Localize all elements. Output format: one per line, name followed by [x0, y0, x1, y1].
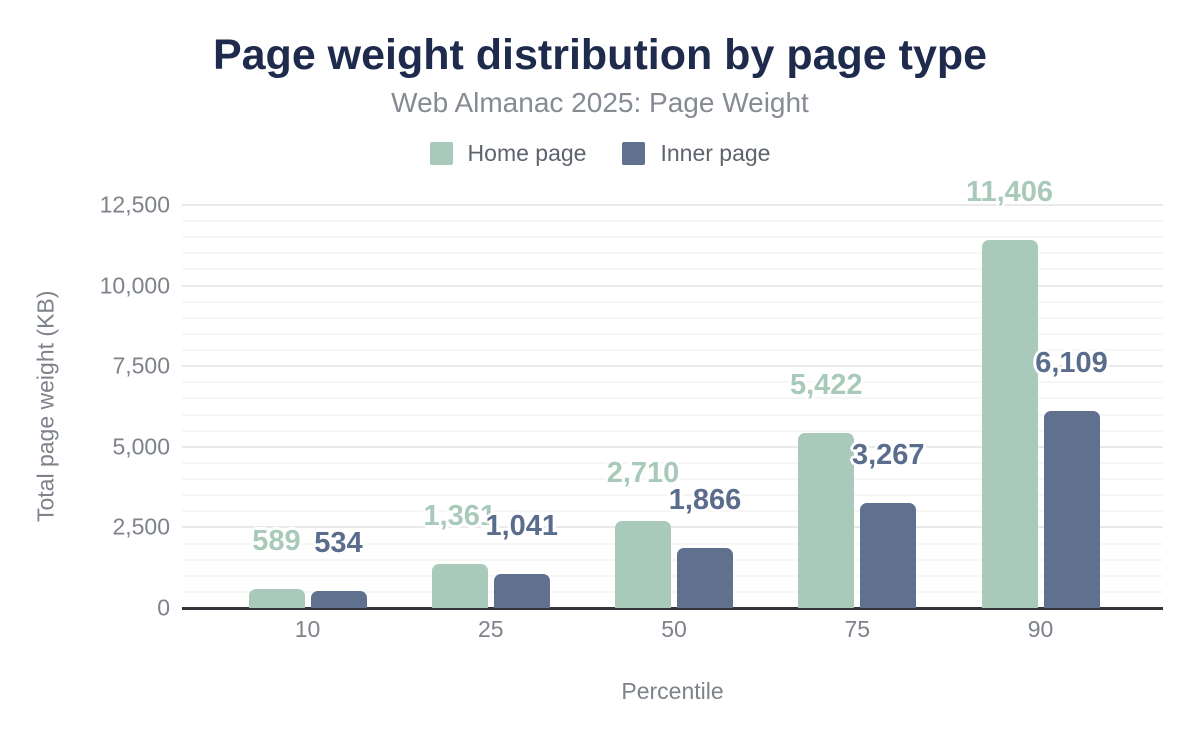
bar-value-label-home-page-p50: 2,710 — [606, 456, 680, 489]
minor-gridline — [182, 349, 1163, 352]
legend-swatch — [622, 142, 646, 165]
minor-gridline — [182, 316, 1163, 319]
legend-label: Home page — [467, 140, 587, 166]
bar-inner-page-p75[interactable] — [860, 502, 917, 608]
bar-inner-page-p25[interactable] — [493, 574, 550, 608]
chart-title: Page weight distribution by page type — [212, 31, 988, 79]
minor-gridline — [182, 381, 1163, 384]
x-tick-label-50: 50 — [661, 616, 687, 642]
minor-gridline — [182, 558, 1163, 561]
minor-gridline — [182, 268, 1163, 271]
minor-gridline — [182, 574, 1163, 577]
minor-gridline — [182, 252, 1163, 255]
major-gridline — [182, 204, 1163, 206]
x-tick-label-25: 25 — [477, 616, 504, 642]
y-axis: 0 2,500 5,000 7,500 10,000 12,500 — [0, 192, 170, 621]
minor-gridline — [182, 332, 1163, 335]
plot-area: 589 534 1,361 1,041 2,710 1,866 5,422 3,267 11,4… — [182, 178, 1163, 608]
chart-subtitle: Web Almanac 2025: Page Weight — [391, 87, 809, 118]
minor-gridline — [182, 542, 1163, 545]
minor-gridline — [182, 413, 1163, 416]
x-tick-label-90: 90 — [1027, 616, 1054, 642]
legend-label: Inner page — [660, 140, 771, 166]
legend: Home page Inner page — [0, 140, 1200, 167]
x-tick-label-10: 10 — [294, 616, 321, 642]
minor-gridline — [182, 236, 1163, 239]
minor-gridline — [182, 590, 1163, 593]
minor-gridline — [182, 397, 1163, 400]
major-gridline — [182, 284, 1163, 287]
bar-home-page-p75[interactable] — [798, 433, 855, 608]
legend-item-inner-page[interactable]: Inner page — [622, 140, 770, 167]
bar-inner-page-p90[interactable] — [1043, 411, 1100, 608]
x-tick-label-75: 75 — [844, 616, 871, 642]
x-axis-title: Percentile — [621, 678, 724, 704]
legend-item-home-page[interactable]: Home page — [429, 140, 587, 167]
bar-value-label-inner-page-p25: 1,041 — [485, 510, 559, 543]
bar-home-page-p10[interactable] — [248, 589, 305, 608]
bar-value-label-home-page-p25: 1,361 — [423, 500, 497, 533]
minor-gridline — [182, 478, 1163, 481]
y-tick-label: 5,000 — [112, 433, 170, 460]
minor-gridline — [182, 494, 1163, 497]
bar-value-label-home-page-p10: 589 — [252, 525, 301, 558]
bar-home-page-p90[interactable] — [981, 240, 1038, 608]
bar-value-label-inner-page-p90: 6,109 — [1035, 347, 1108, 380]
legend-swatch — [429, 142, 453, 165]
minor-gridline — [182, 461, 1163, 464]
y-tick-label: 10,000 — [99, 272, 170, 299]
y-tick-label: 12,500 — [99, 191, 170, 218]
y-tick-label: 0 — [157, 594, 170, 621]
y-tick-label: 7,500 — [112, 352, 170, 379]
bar-value-label-inner-page-p50: 1,866 — [668, 483, 742, 516]
major-gridline — [182, 526, 1163, 529]
bar-home-page-p50[interactable] — [615, 520, 671, 608]
minor-gridline — [182, 300, 1163, 303]
x-axis-line — [182, 607, 1163, 610]
y-tick-label: 2,500 — [112, 513, 170, 540]
major-gridline — [182, 445, 1163, 448]
major-gridline — [182, 365, 1163, 368]
minor-gridline — [182, 220, 1163, 223]
minor-gridline — [182, 510, 1163, 513]
bar-value-label-inner-page-p75: 3,267 — [851, 438, 925, 471]
bar-value-label-home-page-p90: 11,406 — [965, 176, 1054, 209]
minor-gridline — [182, 429, 1163, 432]
bar-inner-page-p50[interactable] — [677, 547, 733, 608]
bar-value-label-home-page-p75: 5,422 — [789, 369, 863, 402]
bar-inner-page-p10[interactable] — [310, 590, 367, 608]
bar-home-page-p25[interactable] — [431, 564, 488, 608]
bar-value-label-inner-page-p10: 534 — [314, 526, 363, 559]
